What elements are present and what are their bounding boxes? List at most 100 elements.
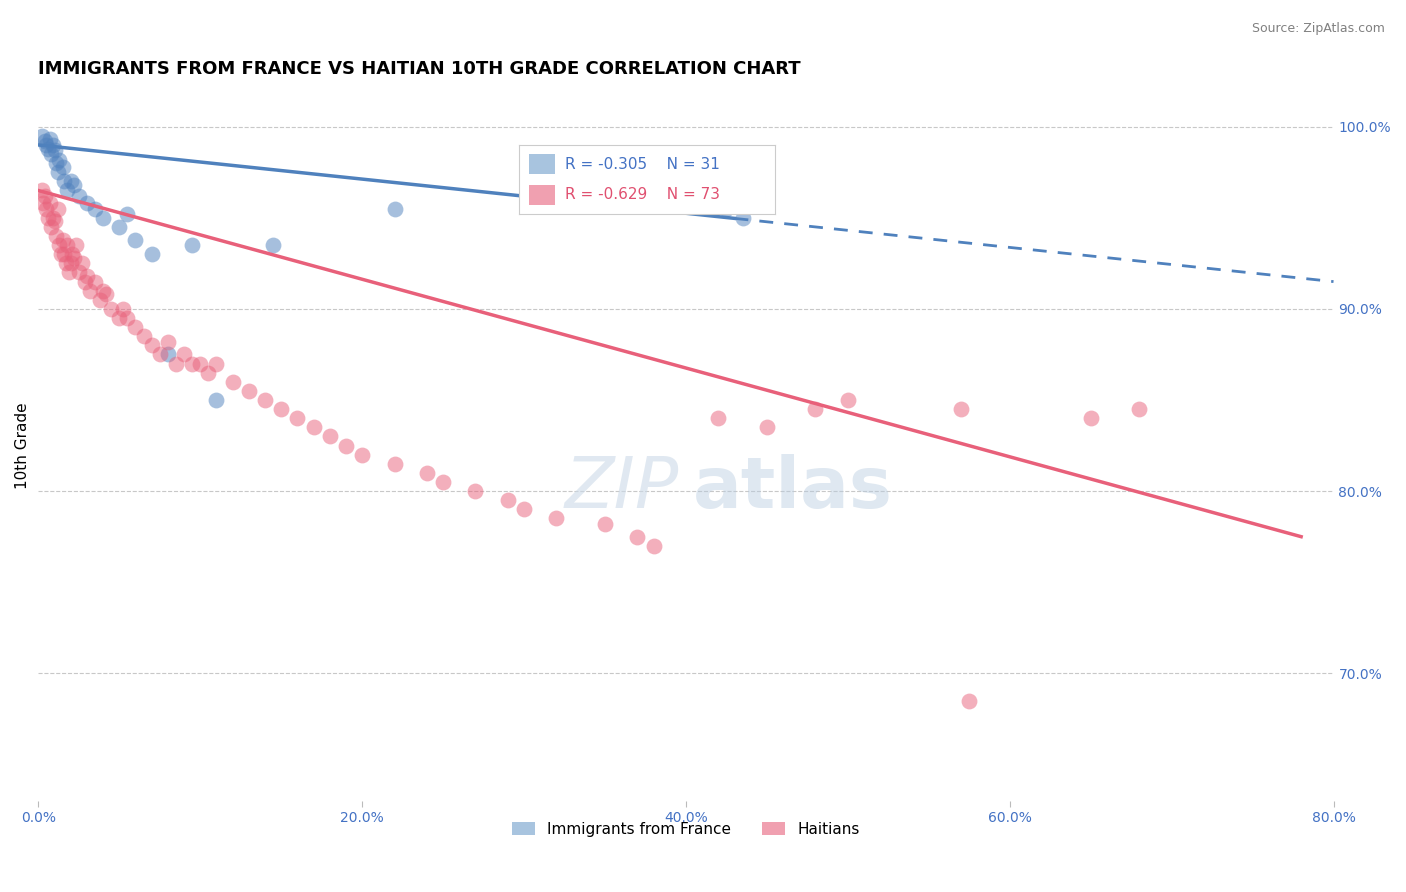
- Point: [755, 420, 778, 434]
- Point: [58, 265, 80, 279]
- Point: [335, 439, 357, 453]
- Text: IMMIGRANTS FROM FRANCE VS HAITIAN 10TH GRADE CORRELATION CHART: IMMIGRANTS FROM FRANCE VS HAITIAN 10TH G…: [38, 60, 801, 78]
- Text: R = -0.629    N = 73: R = -0.629 N = 73: [565, 187, 720, 202]
- Y-axis label: 10th Grade: 10th Grade: [15, 402, 30, 489]
- Point: [39, 147, 62, 161]
- Point: [626, 530, 648, 544]
- Point: [32, 196, 55, 211]
- Point: [89, 293, 111, 307]
- Point: [716, 202, 738, 216]
- Point: [165, 357, 187, 371]
- Point: [205, 357, 228, 371]
- Point: [100, 301, 122, 316]
- Point: [156, 334, 179, 349]
- Point: [59, 256, 82, 270]
- Text: R = -0.305    N = 31: R = -0.305 N = 31: [565, 157, 720, 171]
- Point: [262, 238, 284, 252]
- Point: [957, 693, 980, 707]
- Point: [141, 247, 163, 261]
- Point: [35, 137, 58, 152]
- Point: [270, 402, 292, 417]
- Point: [108, 311, 131, 326]
- Point: [124, 233, 146, 247]
- Point: [432, 475, 454, 489]
- Point: [837, 392, 859, 407]
- Point: [117, 207, 139, 221]
- Point: [35, 202, 58, 216]
- Point: [546, 511, 568, 525]
- Point: [117, 311, 139, 326]
- Point: [45, 229, 67, 244]
- Point: [149, 347, 172, 361]
- Point: [31, 184, 53, 198]
- Point: [42, 211, 65, 225]
- Point: [38, 132, 60, 146]
- Point: [53, 174, 76, 188]
- Point: [643, 539, 665, 553]
- Point: [181, 357, 204, 371]
- Point: [79, 284, 101, 298]
- Point: [37, 142, 59, 156]
- Point: [52, 160, 75, 174]
- Point: [141, 338, 163, 352]
- Text: Source: ZipAtlas.com: Source: ZipAtlas.com: [1251, 22, 1385, 36]
- Point: [55, 256, 77, 270]
- Point: [287, 411, 309, 425]
- Point: [416, 466, 439, 480]
- Point: [38, 196, 60, 211]
- Point: [302, 420, 325, 434]
- Point: [59, 174, 82, 188]
- Point: [464, 484, 486, 499]
- Point: [67, 265, 90, 279]
- Point: [238, 384, 260, 398]
- Point: [108, 219, 131, 234]
- Point: [221, 375, 243, 389]
- Point: [1128, 402, 1150, 417]
- Point: [46, 202, 69, 216]
- Point: [70, 256, 93, 270]
- Point: [37, 211, 59, 225]
- Point: [63, 178, 86, 192]
- Point: [96, 287, 118, 301]
- Point: [707, 411, 730, 425]
- Point: [384, 202, 406, 216]
- Point: [56, 184, 79, 198]
- Point: [48, 238, 70, 252]
- Point: [1080, 411, 1102, 425]
- Point: [593, 516, 616, 531]
- Point: [44, 214, 66, 228]
- Point: [39, 219, 62, 234]
- Point: [56, 238, 79, 252]
- Point: [49, 247, 72, 261]
- Point: [91, 284, 114, 298]
- Point: [52, 233, 75, 247]
- Point: [188, 357, 211, 371]
- Point: [76, 196, 98, 211]
- Point: [65, 238, 87, 252]
- Point: [84, 202, 107, 216]
- Point: [384, 457, 406, 471]
- FancyBboxPatch shape: [529, 185, 555, 205]
- Point: [91, 211, 114, 225]
- Legend: Immigrants from France, Haitians: Immigrants from France, Haitians: [506, 815, 866, 843]
- Point: [84, 275, 107, 289]
- Point: [253, 392, 276, 407]
- Point: [132, 329, 155, 343]
- Point: [181, 238, 204, 252]
- Point: [156, 347, 179, 361]
- Text: ZIP: ZIP: [565, 454, 679, 523]
- Point: [513, 502, 536, 516]
- Point: [731, 211, 754, 225]
- Point: [60, 247, 83, 261]
- Point: [42, 137, 65, 152]
- Point: [124, 320, 146, 334]
- Point: [496, 493, 519, 508]
- Point: [63, 251, 86, 265]
- Point: [205, 392, 228, 407]
- Point: [45, 156, 67, 170]
- Point: [34, 134, 56, 148]
- FancyBboxPatch shape: [529, 153, 555, 174]
- Point: [75, 275, 97, 289]
- Point: [76, 269, 98, 284]
- Point: [950, 402, 973, 417]
